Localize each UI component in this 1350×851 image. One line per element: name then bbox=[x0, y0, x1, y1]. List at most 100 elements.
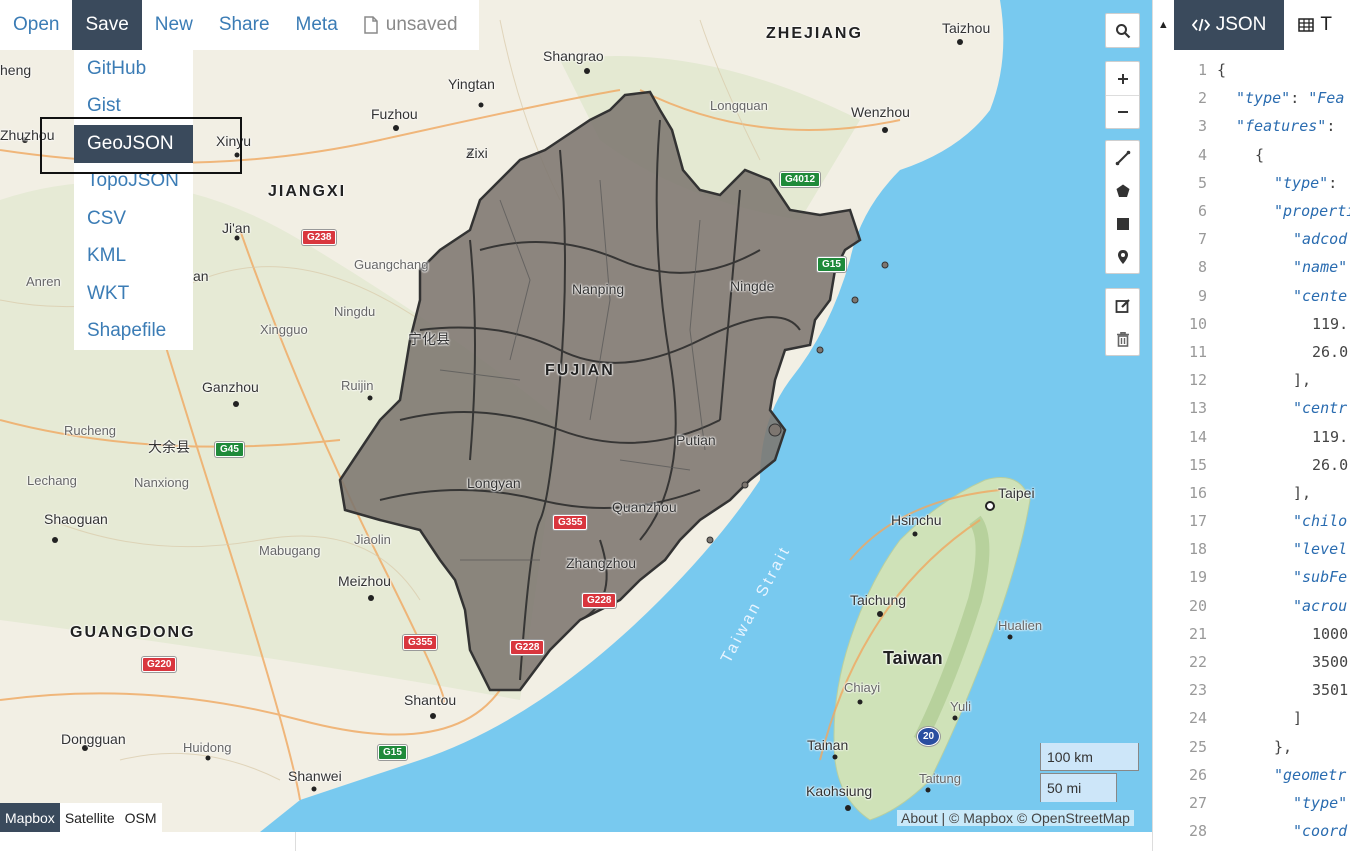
meta-menu-button[interactable]: Meta bbox=[295, 14, 338, 35]
city-label: Zhangzhou bbox=[566, 555, 637, 571]
city-label: Yingtan bbox=[448, 76, 495, 92]
city-label: Tainan bbox=[807, 737, 849, 753]
save-wkt-item[interactable]: WKT bbox=[87, 282, 130, 304]
map-canvas[interactable]: ZHEJIANG JIANGXI FUJIAN GUANGDONG Shangr… bbox=[0, 0, 1152, 832]
scale-km: 100 km bbox=[1040, 743, 1139, 771]
save-gist-item[interactable]: Gist bbox=[87, 95, 121, 117]
layer-mapbox[interactable]: Mapbox bbox=[0, 803, 60, 832]
delete-layers-button[interactable] bbox=[1106, 322, 1139, 355]
city-label: 大余县 bbox=[148, 439, 190, 455]
editor-line[interactable]: 7 "adcod bbox=[1153, 225, 1350, 253]
city-label: Ruijin bbox=[341, 378, 374, 393]
unsaved-label: unsaved bbox=[385, 14, 458, 35]
editor-line[interactable]: 3 "features": bbox=[1153, 112, 1350, 140]
save-github-item[interactable]: GitHub bbox=[87, 57, 147, 79]
draw-marker-button[interactable] bbox=[1106, 240, 1139, 273]
city-label: Zhuzhou bbox=[0, 127, 55, 143]
line-number: 6 bbox=[1197, 202, 1207, 221]
json-string: "Fea bbox=[1308, 89, 1345, 108]
line-number: 9 bbox=[1197, 286, 1207, 305]
json-key: "name" bbox=[1293, 258, 1348, 277]
editor-line[interactable]: 5 "type": bbox=[1153, 169, 1350, 197]
code-text: "features": bbox=[1217, 117, 1335, 135]
editor-line[interactable]: 9 "cente bbox=[1153, 282, 1350, 310]
editor-line[interactable]: 26 "geometr bbox=[1153, 761, 1350, 789]
editor-line[interactable]: 19 "subFe bbox=[1153, 563, 1350, 591]
code-text: "type" bbox=[1217, 794, 1347, 812]
city-label: Taiwan bbox=[883, 648, 943, 668]
city-label: Taizhou bbox=[942, 20, 991, 36]
save-menu-button[interactable]: Save bbox=[72, 0, 142, 50]
unsaved-status[interactable]: unsaved bbox=[351, 0, 471, 50]
zoom-out-button[interactable] bbox=[1106, 95, 1139, 128]
share-button[interactable]: Share bbox=[218, 14, 270, 35]
zoom-in-button[interactable] bbox=[1106, 62, 1139, 95]
editor-line[interactable]: 20 "acrou bbox=[1153, 592, 1350, 620]
city-label: Anren bbox=[26, 274, 61, 289]
code-text: 119. bbox=[1312, 314, 1349, 333]
collapse-pane-button[interactable]: ▲ bbox=[1153, 0, 1174, 50]
editor-line[interactable]: 6 "properti bbox=[1153, 197, 1350, 225]
table-icon bbox=[1298, 18, 1315, 32]
save-topojson-item[interactable]: TopoJSON bbox=[87, 170, 179, 192]
code-text: 3500 bbox=[1312, 653, 1349, 672]
line-number: 18 bbox=[1188, 540, 1207, 559]
save-kml-item[interactable]: KML bbox=[87, 245, 127, 267]
draw-line-button[interactable] bbox=[1106, 141, 1139, 174]
city-label: Hsinchu bbox=[891, 512, 942, 528]
code-text: "subFe bbox=[1217, 568, 1347, 586]
editor-line[interactable]: 15 26.0 bbox=[1153, 451, 1350, 479]
editor-line[interactable]: 25}, bbox=[1153, 733, 1350, 761]
edit-layers-button[interactable] bbox=[1106, 289, 1139, 322]
layer-osm[interactable]: OSM bbox=[124, 809, 157, 826]
editor-line[interactable]: 14 119. bbox=[1153, 422, 1350, 450]
layer-satellite[interactable]: Satellite bbox=[64, 809, 115, 826]
editor-line[interactable]: 10 119. bbox=[1153, 310, 1350, 338]
city-label: Guangchang bbox=[354, 257, 429, 272]
editor-line[interactable]: 13 "centr bbox=[1153, 394, 1350, 422]
editor-line[interactable]: 22 3500 bbox=[1153, 648, 1350, 676]
save-geojson-item[interactable]: GeoJSON bbox=[74, 125, 193, 163]
pane-tabs: ▲ JSON T bbox=[1153, 0, 1350, 50]
city-label: Ningdu bbox=[334, 304, 376, 319]
editor-line[interactable]: 1{ bbox=[1153, 56, 1350, 84]
draw-rectangle-button[interactable] bbox=[1106, 207, 1139, 240]
road-shield: G4012 bbox=[780, 172, 821, 187]
tab-json[interactable]: JSON bbox=[1173, 0, 1285, 50]
editor-line[interactable]: 18 "level bbox=[1153, 535, 1350, 563]
editor-line[interactable]: 8 "name" bbox=[1153, 253, 1350, 281]
editor-line[interactable]: 23 3501 bbox=[1153, 676, 1350, 704]
code-text: "level bbox=[1217, 540, 1347, 558]
city-label: Shangrao bbox=[543, 48, 604, 64]
line-number: 5 bbox=[1197, 173, 1207, 192]
editor-line[interactable]: 27 "type" bbox=[1153, 789, 1350, 817]
editor-line[interactable]: 12], bbox=[1153, 366, 1350, 394]
line-icon bbox=[1115, 150, 1130, 165]
search-button[interactable] bbox=[1106, 14, 1139, 47]
save-shapefile-item[interactable]: Shapefile bbox=[87, 320, 167, 342]
json-editor[interactable]: 1{2 "type": "Fea 3 "features": 4{5 "type": 6 "p… bbox=[1153, 56, 1350, 845]
editor-line[interactable]: 11 26.0 bbox=[1153, 338, 1350, 366]
new-button[interactable]: New bbox=[154, 14, 193, 35]
editor-line[interactable]: 2 "type": "Fea bbox=[1153, 84, 1350, 112]
editor-line[interactable]: 21 1000 bbox=[1153, 620, 1350, 648]
editor-line[interactable]: 24] bbox=[1153, 704, 1350, 732]
tab-table[interactable]: T bbox=[1284, 0, 1350, 50]
road-shield: G45 bbox=[215, 442, 244, 457]
search-icon bbox=[1115, 23, 1130, 38]
draw-polygon-button[interactable] bbox=[1106, 174, 1139, 207]
editor-line[interactable]: 16], bbox=[1153, 479, 1350, 507]
json-key: "acrou bbox=[1293, 596, 1348, 615]
line-number: 27 bbox=[1188, 793, 1207, 812]
map-attribution[interactable]: About | © Mapbox © OpenStreetMap bbox=[897, 810, 1134, 826]
save-csv-item[interactable]: CSV bbox=[87, 207, 127, 229]
code-text: ], bbox=[1293, 371, 1312, 390]
editor-line[interactable]: 4{ bbox=[1153, 141, 1350, 169]
open-menu-button[interactable]: Open bbox=[13, 14, 60, 35]
code-text: 26.0 bbox=[1312, 342, 1349, 361]
road-shield: G15 bbox=[378, 745, 407, 760]
editor-line[interactable]: 28 "coord bbox=[1153, 817, 1350, 845]
zoom-control bbox=[1105, 61, 1140, 129]
line-number: 10 bbox=[1188, 314, 1207, 333]
editor-line[interactable]: 17 "chilo bbox=[1153, 507, 1350, 535]
